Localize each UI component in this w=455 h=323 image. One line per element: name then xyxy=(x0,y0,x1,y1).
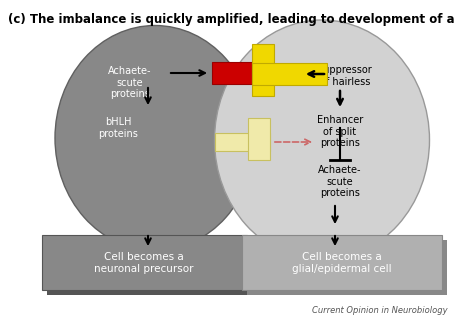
Bar xyxy=(242,235,442,290)
Text: Enhancer
of split
proteins: Enhancer of split proteins xyxy=(317,115,363,148)
Ellipse shape xyxy=(55,26,255,251)
Text: (c) The imbalance is quickly amplified, leading to development of a neuronal pre: (c) The imbalance is quickly amplified, … xyxy=(8,13,455,26)
Bar xyxy=(248,118,270,160)
Bar xyxy=(247,240,447,295)
Bar xyxy=(212,62,252,84)
Text: Cell becomes a
glial/epidermal cell: Cell becomes a glial/epidermal cell xyxy=(292,252,392,274)
Text: Suppressor
of hairless: Suppressor of hairless xyxy=(318,65,372,87)
Bar xyxy=(252,63,327,85)
Bar xyxy=(47,240,252,295)
Text: Achaete-
scute
proteins: Achaete- scute proteins xyxy=(318,165,362,198)
Bar xyxy=(252,44,274,96)
Text: Cell becomes a
neuronal precursor: Cell becomes a neuronal precursor xyxy=(94,252,194,274)
Text: bHLH
proteins: bHLH proteins xyxy=(98,117,138,139)
Text: Achaete-
scute
proteins: Achaete- scute proteins xyxy=(108,66,152,99)
Bar xyxy=(42,235,247,290)
Text: Current Opinion in Neurobiology: Current Opinion in Neurobiology xyxy=(313,306,448,315)
Ellipse shape xyxy=(214,20,430,260)
Bar xyxy=(215,133,270,151)
